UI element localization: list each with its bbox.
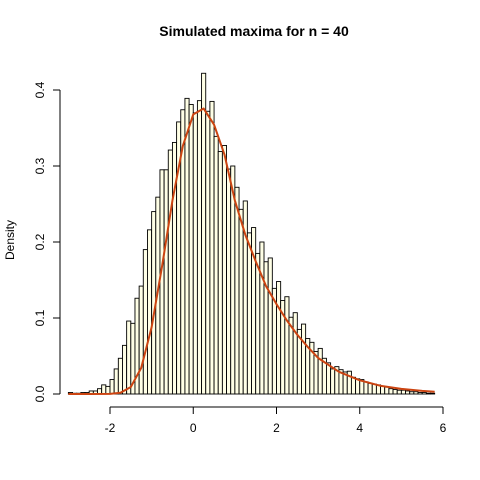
y-tick-label: 0.1 — [33, 309, 47, 326]
histogram-bar — [259, 241, 265, 395]
histogram-bar — [367, 382, 373, 395]
histogram-bar — [147, 229, 153, 395]
histogram-bar — [363, 381, 369, 395]
histogram-bar — [188, 103, 194, 395]
y-tick-label: 0.0 — [33, 385, 47, 402]
x-tick-label: -2 — [105, 421, 116, 435]
histogram-bar — [101, 384, 107, 395]
histogram-bar — [159, 169, 165, 395]
histogram-bar — [201, 72, 207, 395]
histogram-bar — [205, 110, 211, 395]
y-axis: 0.0 0.1 0.2 0.3 0.4 — [33, 81, 61, 402]
histogram-bar — [226, 168, 232, 395]
histogram-bar — [109, 379, 115, 395]
y-axis-label: Density — [3, 220, 17, 260]
histogram-bar — [221, 145, 227, 395]
histogram-bar — [117, 357, 123, 395]
histogram-bar — [142, 249, 148, 395]
histogram-bar — [138, 285, 144, 395]
histogram-bar — [430, 392, 436, 395]
histogram-bar — [276, 281, 282, 395]
chart-title: Simulated maxima for n = 40 — [159, 23, 349, 39]
x-tick-label: 4 — [356, 421, 363, 435]
y-tick-label: 0.2 — [33, 233, 47, 250]
histogram-bar — [421, 392, 427, 395]
histogram-bar — [396, 389, 402, 395]
histogram-bar — [409, 391, 415, 395]
histogram-bar — [405, 390, 411, 395]
histogram-bar — [330, 368, 336, 395]
histogram-bar — [213, 135, 219, 395]
x-tick-label: 2 — [273, 421, 280, 435]
histogram-bar — [255, 252, 261, 395]
histogram-bar — [122, 344, 128, 395]
y-tick-label: 0.3 — [33, 157, 47, 174]
histogram-bar — [196, 100, 203, 395]
histogram-bar — [413, 391, 419, 395]
histogram-bar — [400, 389, 406, 395]
histogram-bar — [380, 385, 386, 395]
x-axis: -2 0 2 4 6 — [105, 406, 447, 435]
histogram-bar — [184, 97, 190, 395]
x-tick-label: 6 — [440, 421, 447, 435]
histogram-bar — [192, 112, 198, 395]
histogram-bar — [238, 208, 244, 395]
histogram-bar — [301, 323, 307, 395]
histogram-bar — [317, 347, 323, 395]
histogram-bar — [425, 392, 431, 395]
histogram-bar — [384, 386, 390, 395]
density-curve — [68, 107, 435, 395]
histogram-bar — [371, 383, 377, 395]
y-tick-label: 0.4 — [33, 81, 47, 98]
histogram-bar — [392, 388, 398, 395]
histogram-bar — [234, 186, 240, 395]
histogram-bar — [167, 149, 173, 395]
histogram-bar — [217, 151, 223, 395]
histogram-bar — [417, 392, 423, 395]
histogram-bar — [113, 368, 119, 395]
histogram-bar — [292, 312, 298, 395]
x-tick-label: 0 — [190, 421, 197, 435]
histogram-bar — [209, 100, 215, 395]
histogram-bars — [67, 72, 436, 395]
histogram-bar — [350, 376, 357, 395]
histogram-bar — [163, 169, 169, 395]
density-curve-group — [68, 107, 435, 395]
histogram-bar — [326, 362, 332, 395]
histogram-bar — [246, 232, 252, 395]
histogram-bar — [126, 320, 132, 395]
histogram-bar — [388, 388, 394, 395]
histogram-bar — [284, 296, 290, 395]
histogram-bar — [267, 257, 273, 395]
